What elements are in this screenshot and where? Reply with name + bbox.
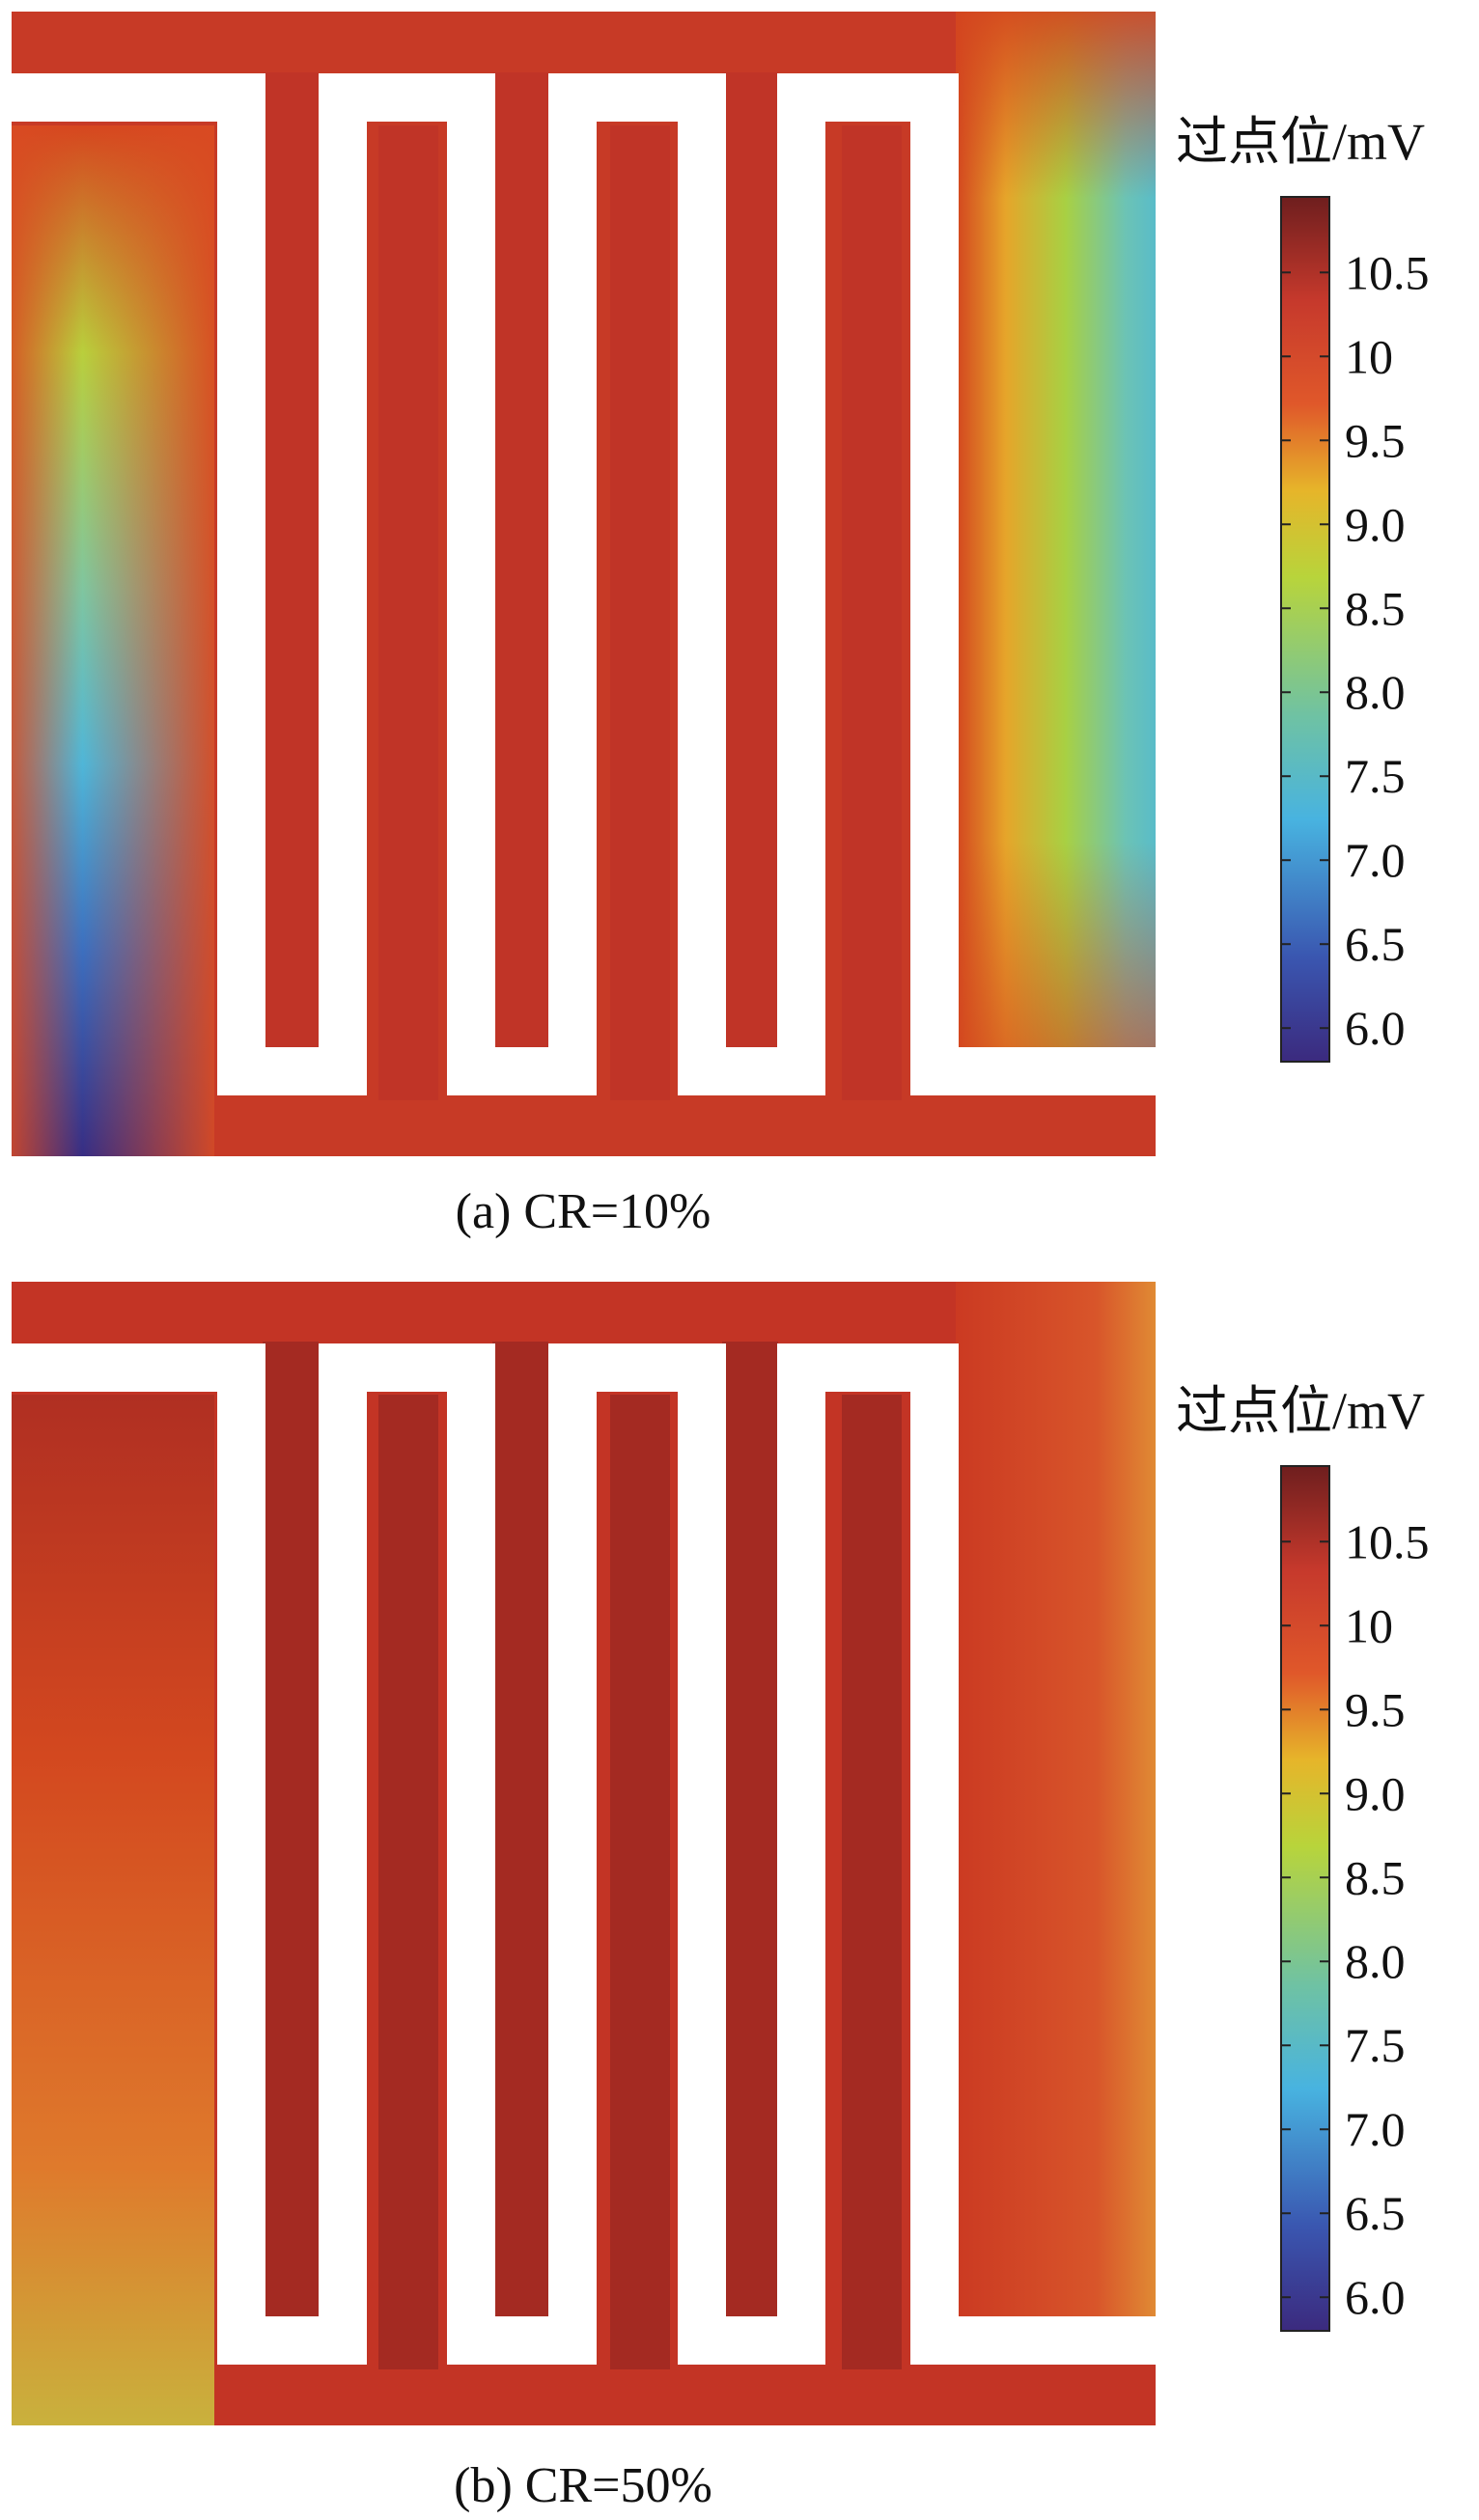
- colorbar-b-title: 过点位/mV: [1176, 1382, 1425, 1440]
- panel-b: [12, 1282, 1156, 2425]
- colorbar-b: 过点位/mV 10.5 10 9.5 9.0 8.5 8.0 7.5 7.0 6.5 6.0: [1176, 1382, 1430, 2332]
- colorbar-a-tick-label: 10.5: [1345, 245, 1430, 299]
- colorbar-b-ticks: 10.5 10 9.5 9.0 8.5 8.0 7.5 7.0 6.5 6.0: [1281, 1514, 1430, 2324]
- colorbar-a-tick-label: 6.0: [1345, 1001, 1406, 1055]
- colorbar-b-tick-label: 6.0: [1345, 2270, 1406, 2324]
- colorbar-a-ticks: 10.5 10 9.5 9.0 8.5 8.0 7.5 7.0 6.5 6.0: [1281, 245, 1430, 1055]
- colorbar-a-tick-label: 8.0: [1345, 665, 1406, 719]
- colorbar-a-tick-label: 9.5: [1345, 413, 1406, 467]
- panel-a-gap: [12, 73, 1156, 1095]
- panel-a-electrodes: [263, 72, 902, 1100]
- panel-b-electrodes: [263, 1342, 902, 2369]
- colorbar-a-tick-label: 6.5: [1345, 917, 1406, 971]
- colorbar-a-tick-label: 8.5: [1345, 581, 1406, 635]
- panel-a-caption: (a) CR=10%: [456, 1184, 712, 1239]
- colorbar-a-tick-label: 7.5: [1345, 749, 1406, 803]
- colorbar-b-tick-label: 8.5: [1345, 1850, 1406, 1904]
- colorbar-b-tick-label: 9.5: [1345, 1682, 1406, 1736]
- panel-b-gap: [12, 1343, 1156, 2365]
- colorbar-a: 过点位/mV 10.5 10 9.5 9.0 8.5 8.0 7.5 7.0 6.5 6.0: [1176, 113, 1430, 1063]
- colorbar-b-tick-label: 10: [1345, 1598, 1393, 1652]
- colorbar-a-title: 过点位/mV: [1176, 113, 1425, 171]
- colorbar-b-tick-label: 10.5: [1345, 1514, 1430, 1568]
- colorbar-a-bar: [1280, 196, 1330, 1063]
- colorbar-b-tick-label: 9.0: [1345, 1766, 1406, 1820]
- panel-b-left-channel: [12, 1395, 214, 2425]
- panel-b-caption: (b) CR=50%: [454, 2458, 712, 2513]
- colorbar-a-tick-label: 9.0: [1345, 497, 1406, 551]
- colorbar-b-bar: [1280, 1465, 1330, 2332]
- colorbar-a-tick-label: 7.0: [1345, 833, 1406, 887]
- colorbar-b-tick-label: 7.5: [1345, 2018, 1406, 2072]
- panel-b-right-channel: [956, 1282, 1156, 2319]
- panel-a: [12, 12, 1156, 1156]
- colorbar-b-tick-label: 7.0: [1345, 2102, 1406, 2156]
- colorbar-b-tick-label: 8.0: [1345, 1934, 1406, 1988]
- colorbar-a-tick-label: 10: [1345, 329, 1393, 383]
- colorbar-b-tick-label: 6.5: [1345, 2186, 1406, 2240]
